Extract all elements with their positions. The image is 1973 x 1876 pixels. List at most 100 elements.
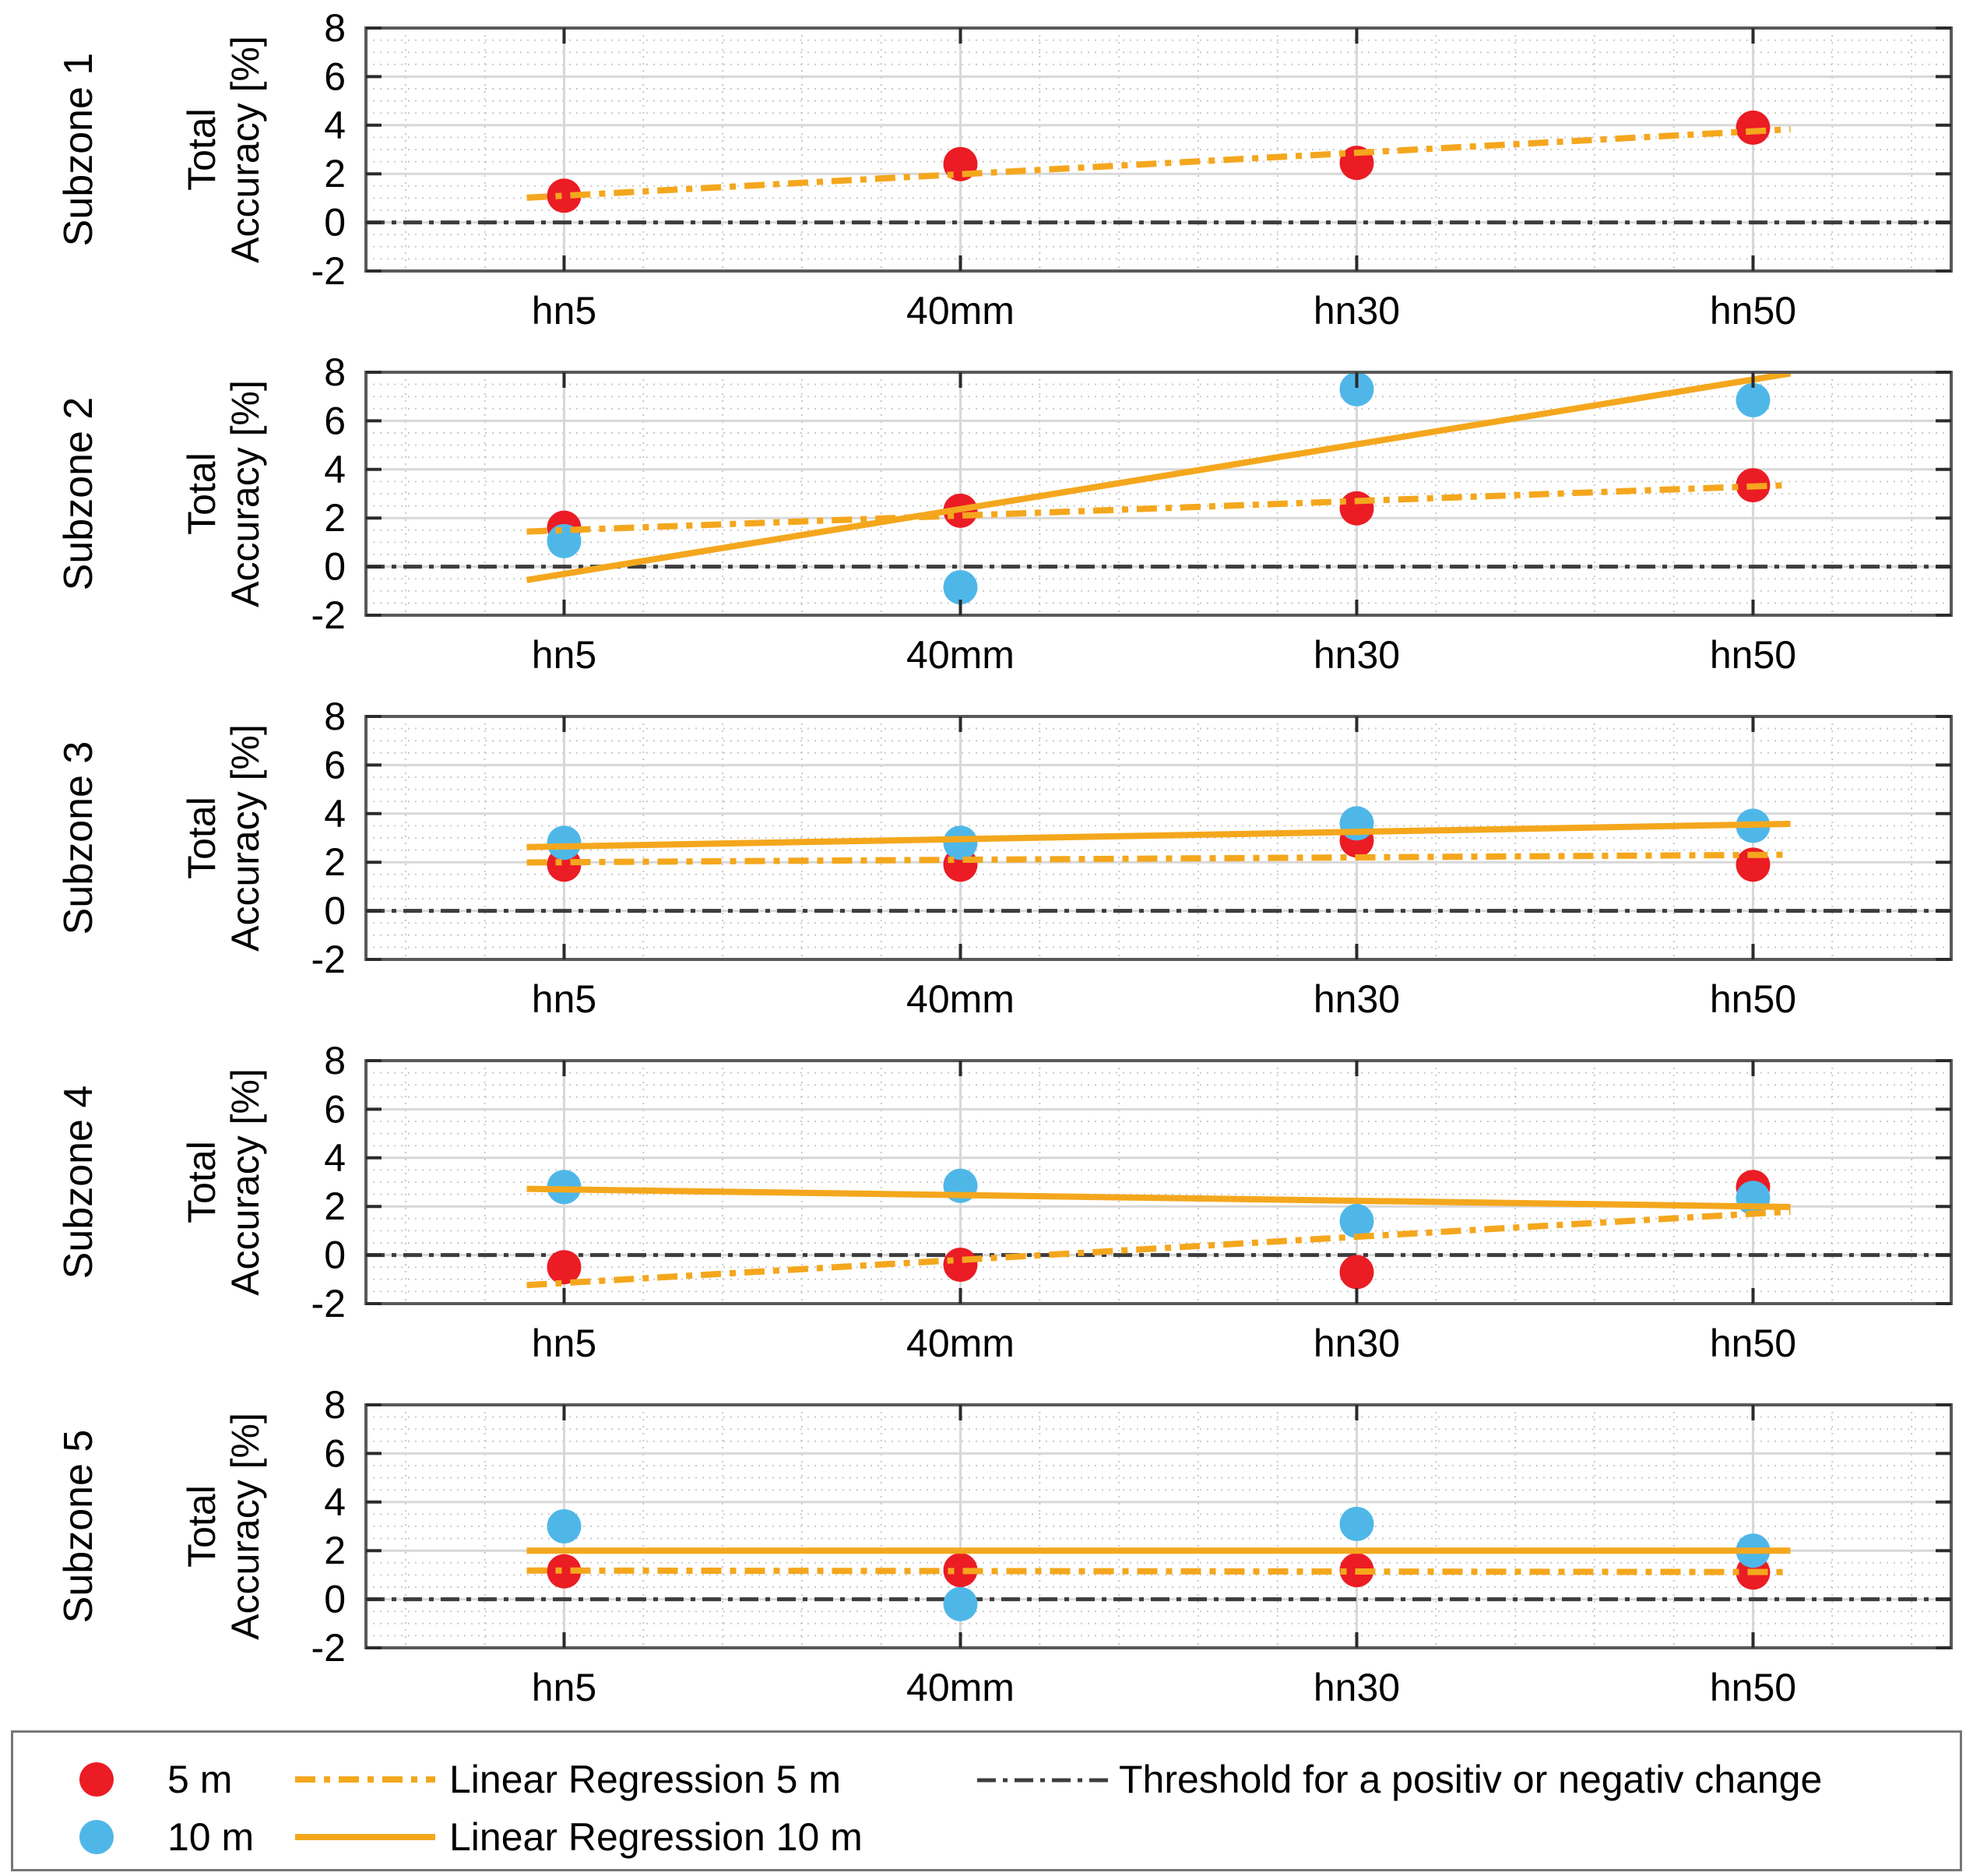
subzone-4-label: Subzone 4	[56, 1086, 101, 1279]
y-tick-label: 8	[324, 350, 346, 394]
regression-lr5-line	[526, 1208, 1791, 1289]
x-tick-label: 40mm	[906, 977, 1015, 1021]
subzone-1-chart: 8 6 4 2 0-2 hn5 40mm hn30 hn50 Subzone 1 TotalAccu…	[56, 6, 1953, 333]
legend-box: 5 m Linear Regression 5 m Threshold for …	[11, 1730, 1962, 1871]
red-dot-icon	[79, 1762, 114, 1797]
axis-ticks	[366, 26, 1951, 273]
y-tick-label: 4	[324, 448, 346, 491]
subzone-1-row: 8 6 4 2 0 -2 hn5 40mm hn30 hn50 Subzone 1 TotalAccu…	[0, 0, 1973, 344]
x-tick-label: hn30	[1314, 633, 1400, 677]
x-tick-label: hn5	[532, 1322, 596, 1365]
x-tick-label: hn30	[1314, 977, 1400, 1021]
subzone-4-chart: 8 6 42 0 -2 hn5 40mm hn30 hn50 Subzone 4 TotalAccu…	[56, 1039, 1953, 1365]
y-axis-label: TotalAccuracy [%]	[180, 36, 267, 263]
point-10m-hn5	[547, 825, 582, 861]
y-tick-label: 0	[324, 201, 346, 245]
y-tick-label: -2	[311, 1282, 346, 1325]
y-tick-label: 6	[324, 1087, 346, 1131]
y-tick-label: 4	[324, 104, 346, 147]
grid-minor	[366, 716, 1951, 959]
point-5m-hn5	[547, 1554, 582, 1589]
x-tick-label: 40mm	[906, 1666, 1015, 1709]
x-tick-label: 40mm	[906, 289, 1015, 333]
subzone-2-label: Subzone 2	[56, 397, 101, 591]
subzone-5-chart: 86 4 2 0 -2 hn5 40mm hn30 hn50 Subzone 5 TotalAccu…	[56, 1383, 1953, 1709]
plot-border	[364, 715, 1953, 961]
y-tick-label: 0	[324, 1234, 346, 1277]
subzone-4-row: 8 6 4 2 0 -2 hn5 40mm hn30 hn50 Subzone 4 TotalAccu…	[0, 1033, 1973, 1377]
y-tick-label: -2	[311, 938, 346, 981]
grid-minor	[366, 372, 1951, 615]
x-tick-label: hn30	[1314, 289, 1400, 333]
legend-label-5m: 5 m	[167, 1758, 233, 1801]
point-10m-hn30	[1339, 806, 1374, 841]
x-tick-label: hn50	[1710, 977, 1796, 1021]
point-5m-hn5	[547, 178, 582, 213]
y-tick-label: 2	[324, 840, 346, 884]
x-tick-label: 40mm	[906, 1322, 1015, 1365]
plot-border	[364, 26, 1953, 273]
y-tick-label: 4	[324, 1480, 346, 1524]
point-5m-hn5	[547, 1250, 582, 1285]
axis-ticks	[366, 371, 1951, 617]
x-tick-label: 40mm	[906, 633, 1015, 677]
point-10m-hn30	[1339, 1506, 1374, 1541]
x-tick-label: hn5	[532, 1666, 596, 1709]
subzone-3-row: 8 6 4 2 0 -2 hn5 40mm hn30 hn50 Subzone 3 TotalAccu…	[0, 688, 1973, 1033]
legend-marker-lr10	[295, 1834, 435, 1840]
y-axis-label: TotalAccuracy [%]	[180, 380, 267, 607]
y-tick-label: 2	[324, 1184, 346, 1228]
subzone-2-row: 8 6 4 2 0 -2 hn5 40mm hn30 hn50 Subzone 2 TotalAccu…	[0, 344, 1973, 688]
blue-dot-icon	[79, 1820, 114, 1854]
point-5m-40mm	[943, 1553, 978, 1588]
x-tick-label: hn5	[532, 289, 596, 333]
y-tick-label: 6	[324, 55, 346, 98]
legend-marker-lr5	[295, 1776, 435, 1783]
legend-label-lr5: Linear Regression 5 m	[449, 1758, 842, 1801]
x-tick-label: hn50	[1710, 1666, 1796, 1709]
legend-marker-threshold	[977, 1778, 1108, 1783]
y-tick-label: -2	[311, 249, 346, 293]
x-tick-label: hn50	[1710, 633, 1796, 677]
y-tick-label: 2	[324, 152, 346, 195]
x-tick-label: hn30	[1314, 1666, 1400, 1709]
axis-ticks	[366, 715, 1951, 961]
points-10m	[547, 1506, 1771, 1621]
point-5m-hn30	[1339, 491, 1374, 526]
y-tick-label: 0	[324, 1578, 346, 1621]
point-5m-hn50	[1736, 110, 1771, 145]
x-tick-label: hn50	[1710, 1322, 1796, 1365]
regression-lr5-line	[526, 1567, 1791, 1575]
y-tick-label: -2	[311, 1626, 346, 1670]
y-tick-label: 4	[324, 1136, 346, 1180]
y-axis-label: TotalAccuracy [%]	[180, 724, 267, 952]
x-tick-label: hn5	[532, 977, 596, 1021]
plot-border	[364, 371, 1953, 617]
point-10m-hn30	[1339, 371, 1374, 407]
axis-ticks	[366, 1059, 1951, 1305]
point-10m-40mm	[943, 1586, 978, 1621]
subzone-3-label: Subzone 3	[56, 741, 101, 935]
x-tick-label: hn50	[1710, 289, 1796, 333]
y-tick-label: 0	[324, 889, 346, 933]
y-tick-label: 8	[324, 6, 346, 50]
y-tick-label: 4	[324, 792, 346, 836]
legend-label-10m: 10 m	[167, 1815, 255, 1859]
x-tick-label: hn30	[1314, 1322, 1400, 1365]
regression-lr10-line	[526, 1185, 1791, 1210]
point-5m-40mm	[943, 1248, 978, 1283]
point-10m-hn50	[1736, 382, 1771, 417]
point-10m-40mm	[943, 825, 978, 861]
grid-minor	[366, 28, 1951, 271]
regression-lr5-line	[526, 481, 1791, 535]
axis-ticks	[366, 1403, 1951, 1649]
y-tick-label: 0	[324, 545, 346, 589]
charts-area: 8 6 4 2 0 -2 hn5 40mm hn30 hn50 Subzone 1 TotalAccu…	[0, 0, 1973, 1709]
regression-lr10-line	[526, 372, 1792, 583]
y-tick-label: -2	[311, 593, 346, 637]
regression-lr10-line	[526, 820, 1791, 850]
subzone-2-chart: 8 6 4 2 0-2 hn5 40mm hn30 hn50 Subzone 2 TotalAccu…	[56, 350, 1953, 677]
legend-marker-5m	[79, 1762, 114, 1797]
subzone-3-chart: 8 6 42 0 -2 hn5 40mm hn30 hn50 Subzone 3 TotalAccu…	[56, 695, 1953, 1021]
